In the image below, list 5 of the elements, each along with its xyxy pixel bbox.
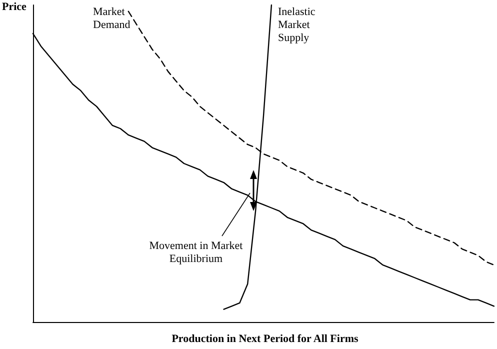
y-axis-title: Price — [2, 1, 26, 14]
series-label: Market Demand — [93, 6, 132, 32]
annotation: Movement in Market Equilibrium — [148, 240, 244, 266]
x-axis-title: Production in Next Period for All Firms — [170, 333, 360, 346]
series-label: Inelastic Market Supply — [278, 6, 316, 45]
